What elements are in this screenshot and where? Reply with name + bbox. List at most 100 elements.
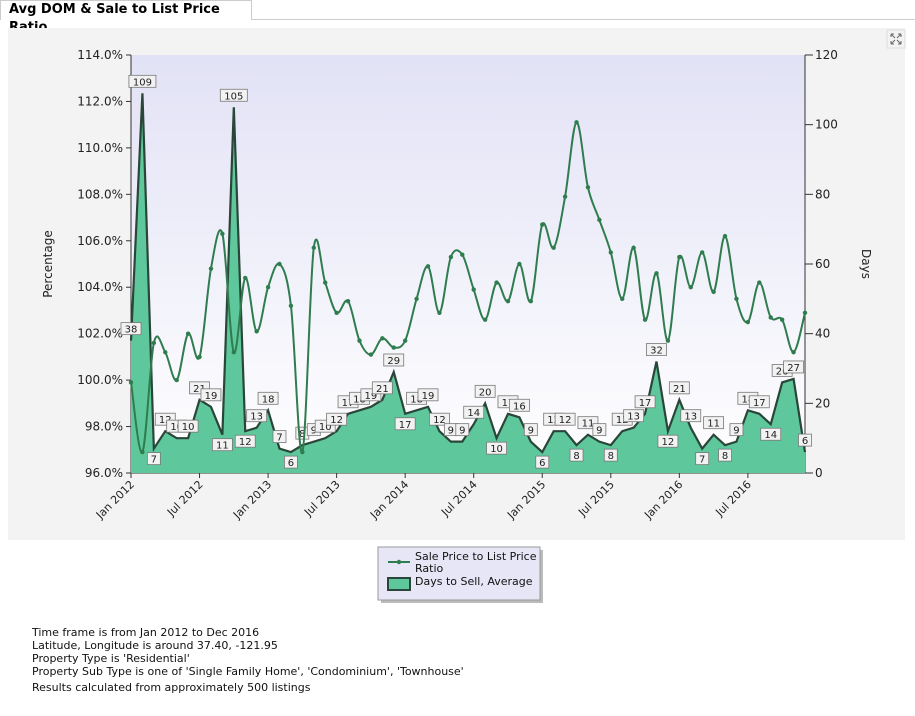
data-label: 9 <box>448 426 454 437</box>
line-marker <box>608 250 613 255</box>
line-marker <box>220 231 225 237</box>
data-label: 29 <box>387 356 400 367</box>
data-label-box <box>668 381 690 395</box>
expand-icon[interactable] <box>886 29 906 49</box>
line-marker <box>368 352 374 357</box>
data-label: 12 <box>547 415 560 426</box>
data-label: 14 <box>764 430 777 441</box>
data-label: 32 <box>650 346 663 357</box>
line-marker <box>425 264 431 269</box>
line-marker <box>722 233 728 239</box>
data-label: 9 <box>311 426 317 437</box>
data-label: 10 <box>170 422 183 433</box>
data-label: 19 <box>365 391 378 402</box>
line-marker <box>128 380 134 385</box>
y-tick-label: 106.0% <box>77 234 123 248</box>
data-label-box <box>128 74 157 88</box>
line-marker <box>791 350 796 355</box>
line-marker <box>357 338 362 343</box>
data-label-box <box>634 395 656 409</box>
data-label: 6 <box>288 458 294 469</box>
data-label: 7 <box>276 433 282 444</box>
line-marker <box>311 245 316 250</box>
y-tick-label: 96.0% <box>85 466 123 480</box>
line-marker <box>654 271 659 276</box>
data-label: 109 <box>133 77 152 88</box>
data-label: 9 <box>733 426 739 437</box>
y-tick-label: 100.0% <box>77 373 123 387</box>
line-marker <box>677 254 682 260</box>
y-tick-label: 108.0% <box>77 187 123 201</box>
line-marker <box>757 280 762 285</box>
data-label-box <box>783 360 804 374</box>
line-marker <box>163 350 168 355</box>
tab-title[interactable]: Avg DOM & Sale to List Price Ratio <box>0 0 252 35</box>
line-marker <box>402 338 408 343</box>
data-label-box <box>257 391 279 405</box>
line-marker <box>494 280 499 285</box>
legend-marker <box>396 559 402 565</box>
data-label-box <box>417 388 439 402</box>
y-tick-label: 104.0% <box>77 280 123 294</box>
y2-tick-label: 20 <box>815 396 830 410</box>
line-marker <box>437 310 442 315</box>
data-label-box <box>695 452 710 466</box>
data-label: 12 <box>616 415 629 426</box>
data-label-box <box>657 434 679 448</box>
data-label: 10 <box>319 422 332 433</box>
line-marker <box>699 250 705 255</box>
data-label: 8 <box>722 451 728 462</box>
y2-tick-label: 80 <box>815 187 830 201</box>
data-label: 21 <box>376 384 389 395</box>
data-label: 17 <box>639 398 652 409</box>
data-label-box <box>246 409 268 423</box>
data-label-box <box>200 388 222 402</box>
data-label: 9 <box>528 426 534 437</box>
tab-border <box>252 19 915 20</box>
data-label-box <box>729 423 744 437</box>
line-marker <box>300 449 305 455</box>
line-marker <box>174 377 179 383</box>
footer-line: Latitude, Longitude is around 37.40, -12… <box>32 639 278 652</box>
line-marker <box>277 261 282 267</box>
line-marker <box>528 298 534 304</box>
data-label: 7 <box>699 455 705 466</box>
data-label: 17 <box>342 398 355 409</box>
data-label-box <box>760 427 782 441</box>
data-label-box <box>463 405 485 419</box>
data-label-box <box>486 441 507 455</box>
data-label-box <box>592 423 607 437</box>
line-marker <box>551 245 556 250</box>
line-marker <box>380 336 385 341</box>
line-marker <box>197 354 202 360</box>
data-label-box <box>394 417 416 431</box>
data-label-box <box>177 419 199 433</box>
data-label-box <box>748 395 770 409</box>
y-tick-label: 112.0% <box>77 94 123 108</box>
data-label: 19 <box>205 391 218 402</box>
data-label-box <box>474 384 496 398</box>
data-label-box <box>523 423 538 437</box>
data-label-box <box>234 434 256 448</box>
line-marker <box>574 120 579 125</box>
data-label: 7 <box>151 455 157 466</box>
data-label: 12 <box>662 437 675 448</box>
legend-label: Days to Sell, Average <box>415 576 533 588</box>
line-marker <box>414 296 419 302</box>
line-marker <box>334 310 339 315</box>
data-label: 26 <box>776 366 789 377</box>
y-axis-label: Percentage <box>41 230 55 298</box>
y-tick-label: 114.0% <box>77 48 123 62</box>
line-marker <box>151 340 157 346</box>
line-marker <box>517 261 522 267</box>
data-label-box <box>219 88 248 102</box>
line-marker <box>208 266 214 271</box>
data-label: 19 <box>422 391 435 402</box>
line-marker <box>185 331 191 336</box>
line-marker <box>631 245 636 250</box>
data-label-box <box>146 452 161 466</box>
line-marker <box>243 275 248 281</box>
data-label: 6 <box>539 458 545 469</box>
data-label: 14 <box>467 408 480 419</box>
